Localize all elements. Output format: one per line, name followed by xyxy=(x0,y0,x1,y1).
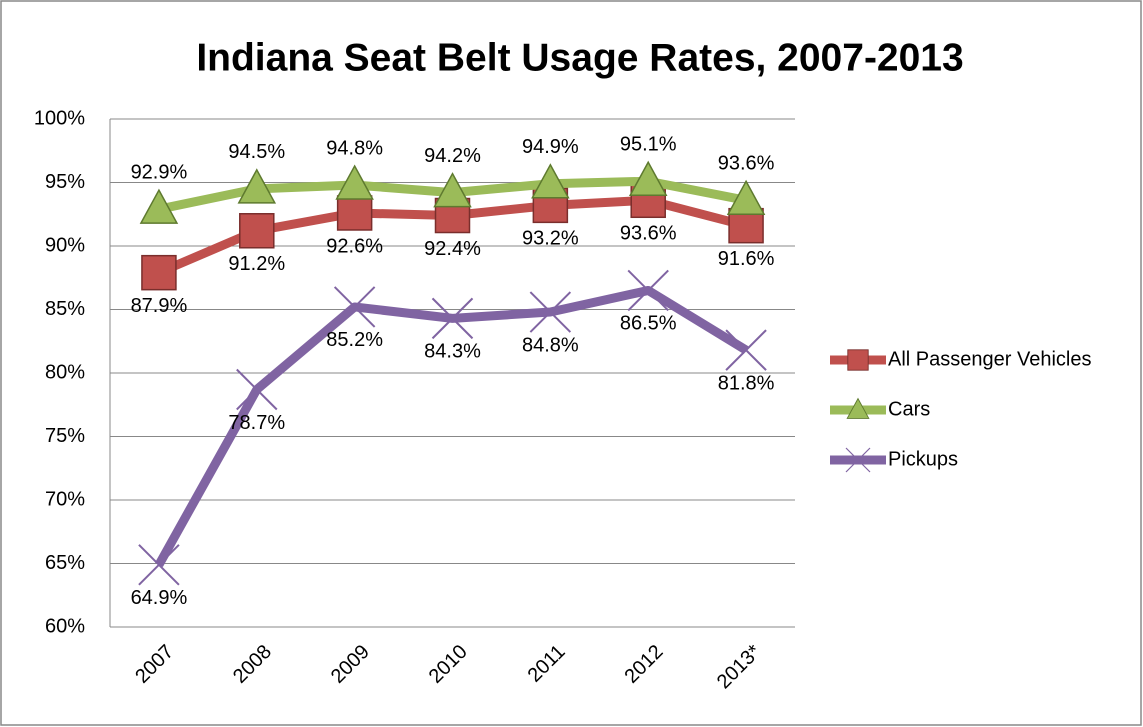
data-label: 85.2% xyxy=(326,329,383,351)
data-label: 94.8% xyxy=(326,137,383,159)
data-label: 93.6% xyxy=(620,223,677,245)
data-label: 94.2% xyxy=(424,145,481,167)
y-tick-label: 70% xyxy=(45,488,85,510)
data-label: 94.5% xyxy=(228,141,285,163)
data-label: 93.2% xyxy=(522,228,579,250)
marker xyxy=(335,164,374,200)
y-tick-label: 65% xyxy=(45,552,85,574)
y-tick-label: 80% xyxy=(45,361,85,383)
chart-title: Indiana Seat Belt Usage Rates, 2007-2013 xyxy=(196,36,963,79)
marker xyxy=(237,168,277,204)
data-label: 84.3% xyxy=(424,341,481,363)
marker xyxy=(845,447,871,473)
data-label: 91.6% xyxy=(718,248,775,270)
marker xyxy=(138,544,180,586)
legend-label: Cars xyxy=(888,398,930,420)
data-label: 92.9% xyxy=(131,161,188,183)
data-label: 92.4% xyxy=(424,238,481,260)
y-tick-label: 100% xyxy=(34,107,85,129)
data-label: 87.9% xyxy=(131,295,188,317)
marker xyxy=(139,188,179,224)
legend-label: All Passenger Vehicles xyxy=(888,348,1091,370)
legend-marker xyxy=(845,447,871,473)
data-label: 81.8% xyxy=(718,372,775,394)
data-label: 84.8% xyxy=(522,334,579,356)
data-label: 95.1% xyxy=(620,134,677,156)
marker xyxy=(433,172,472,208)
y-tick-label: 85% xyxy=(45,298,85,320)
data-label: 86.5% xyxy=(620,313,677,335)
marker xyxy=(725,329,767,371)
data-label: 64.9% xyxy=(131,587,188,609)
data-label: 78.7% xyxy=(228,412,285,434)
marker xyxy=(529,291,572,333)
legend-marker xyxy=(847,349,869,371)
legend-label: Pickups xyxy=(888,448,958,470)
y-tick-label: 95% xyxy=(45,171,85,193)
marker xyxy=(628,160,668,196)
y-tick-label: 75% xyxy=(45,425,85,447)
y-tick-label: 60% xyxy=(45,615,85,637)
marker xyxy=(846,397,870,419)
marker xyxy=(847,349,869,371)
marker xyxy=(431,297,474,340)
marker xyxy=(141,254,177,291)
y-tick-label: 90% xyxy=(45,234,85,256)
data-label: 92.6% xyxy=(326,235,383,257)
data-label: 94.9% xyxy=(522,136,579,158)
marker xyxy=(333,286,376,328)
marker xyxy=(531,163,570,199)
marker xyxy=(336,195,373,231)
data-label: 93.6% xyxy=(718,153,775,175)
marker xyxy=(627,269,669,312)
marker xyxy=(726,179,766,216)
marker xyxy=(239,213,275,249)
marker xyxy=(236,368,278,411)
legend-marker xyxy=(846,397,870,419)
data-label: 91.2% xyxy=(228,253,285,275)
